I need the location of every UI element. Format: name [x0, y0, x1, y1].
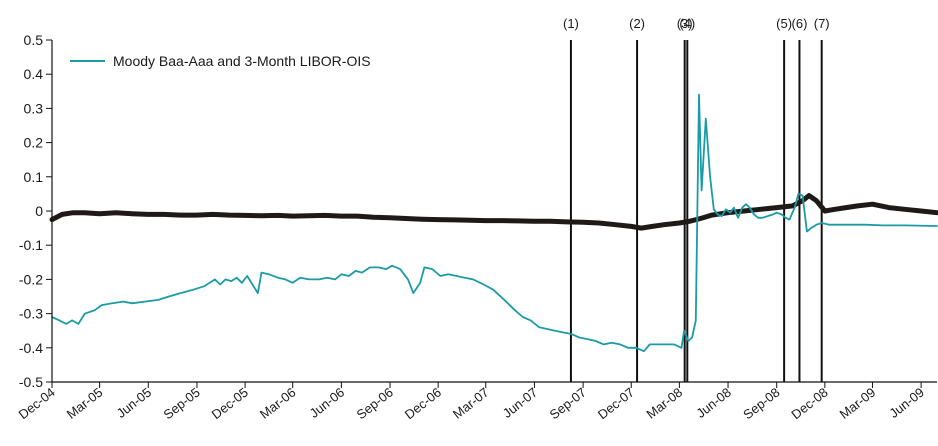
x-tick-label: Dec-08 [788, 385, 830, 423]
y-tick-label: 0.5 [24, 32, 44, 48]
legend: Moody Baa-Aaa and 3-Month LIBOR-OIS [70, 53, 371, 69]
y-tick-label: 0.4 [24, 66, 44, 82]
x-tick-label: Mar-09 [837, 385, 879, 422]
x-tick-label: Mar-05 [64, 385, 106, 422]
x-tick-label: Sep-08 [740, 385, 782, 423]
y-tick-label: 0 [35, 203, 43, 219]
series-line-3 [680, 93, 938, 349]
y-tick-label: -0.5 [19, 374, 43, 390]
x-tick-label: Dec-07 [595, 385, 637, 423]
x-tick-label: Jun-08 [693, 385, 734, 421]
x-tick-label: Dec-05 [209, 385, 251, 423]
event-label: (3) [677, 16, 693, 31]
x-tick-label: Mar-06 [257, 385, 299, 422]
series-layer [49, 93, 938, 353]
y-tick-label: 0.3 [24, 100, 44, 116]
x-tick-label: Mar-08 [644, 385, 686, 422]
y-tick-label: -0.1 [19, 237, 43, 253]
event-markers: (1) (2) (3)(4) (5) (6) (7) [563, 16, 830, 382]
y-tick-label: -0.3 [19, 306, 43, 322]
event-label: (1) [563, 16, 579, 31]
x-tick-label: Dec-06 [402, 385, 444, 423]
x-tick-label: Jun-09 [886, 385, 927, 421]
event-label: (2) [629, 16, 645, 31]
event-label: (5) [776, 16, 792, 31]
x-tick-label: Mar-07 [450, 385, 492, 422]
x-tick-label: Jun-06 [307, 385, 348, 421]
x-tick-label: Sep-07 [547, 385, 589, 423]
event-label: (7) [814, 16, 830, 31]
x-tick-label: Dec-04 [16, 385, 58, 423]
y-tick-label: -0.4 [19, 340, 43, 356]
legend-label: Moody Baa-Aaa and 3-Month LIBOR-OIS [113, 53, 371, 69]
y-tick-label: 0.1 [24, 169, 44, 185]
x-tick-label: Jun-05 [114, 385, 155, 421]
x-tick-label: Sep-05 [161, 385, 203, 423]
event-label: (6) [792, 16, 808, 31]
event-label: (4) [679, 16, 695, 31]
x-tick-label: Jun-07 [500, 385, 541, 421]
series-line-1 [51, 264, 683, 353]
y-tick-label: 0.2 [24, 135, 44, 151]
y-tick-label: -0.2 [19, 271, 43, 287]
series-line-2 [49, 193, 938, 231]
x-tick-label: Sep-06 [354, 385, 396, 423]
